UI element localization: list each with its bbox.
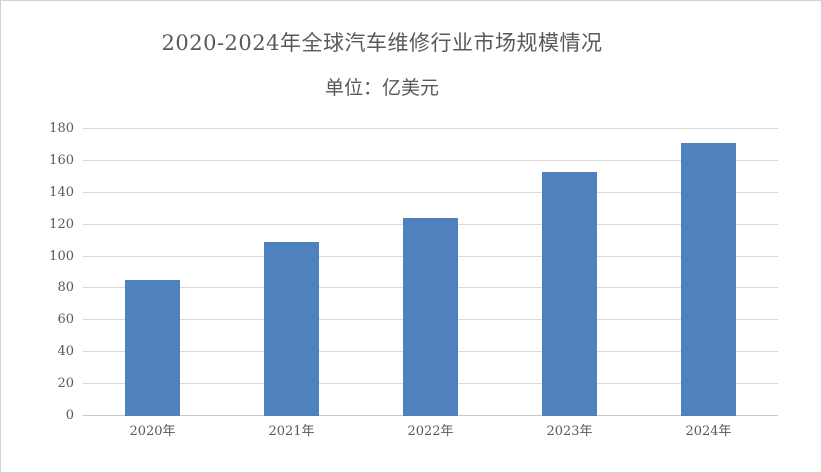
x-tick-label: 2022年: [407, 424, 454, 439]
gridline: [83, 191, 778, 193]
chart-subtitle-unit: 单位：亿美元: [324, 77, 439, 99]
y-tick-label: 40: [57, 344, 74, 360]
bar: [403, 218, 458, 416]
y-tick-label: 0: [65, 408, 74, 423]
bar: [264, 242, 319, 416]
bar: [542, 172, 597, 416]
y-tick-label: 100: [49, 248, 74, 264]
y-tick-label: 80: [57, 280, 74, 296]
x-tick-label: 2023年: [546, 424, 593, 439]
gridline: [83, 128, 778, 129]
bar: [125, 280, 180, 416]
x-tick-label: 2021年: [268, 424, 315, 439]
bar: [681, 143, 736, 416]
y-tick-label: 180: [49, 121, 74, 136]
gridline: [83, 159, 778, 161]
plot-area: [83, 128, 778, 416]
x-tick-label: 2020年: [129, 424, 176, 439]
x-tick-label: 2024年: [685, 424, 732, 439]
y-tick-label: 20: [57, 376, 74, 392]
chart-title: 2020-2024年全球汽车维修行业市场规模情况: [161, 31, 603, 55]
y-tick-label: 160: [49, 152, 74, 168]
y-tick-label: 140: [49, 184, 74, 200]
y-tick-label: 120: [49, 216, 74, 232]
y-tick-label: 60: [57, 312, 74, 328]
